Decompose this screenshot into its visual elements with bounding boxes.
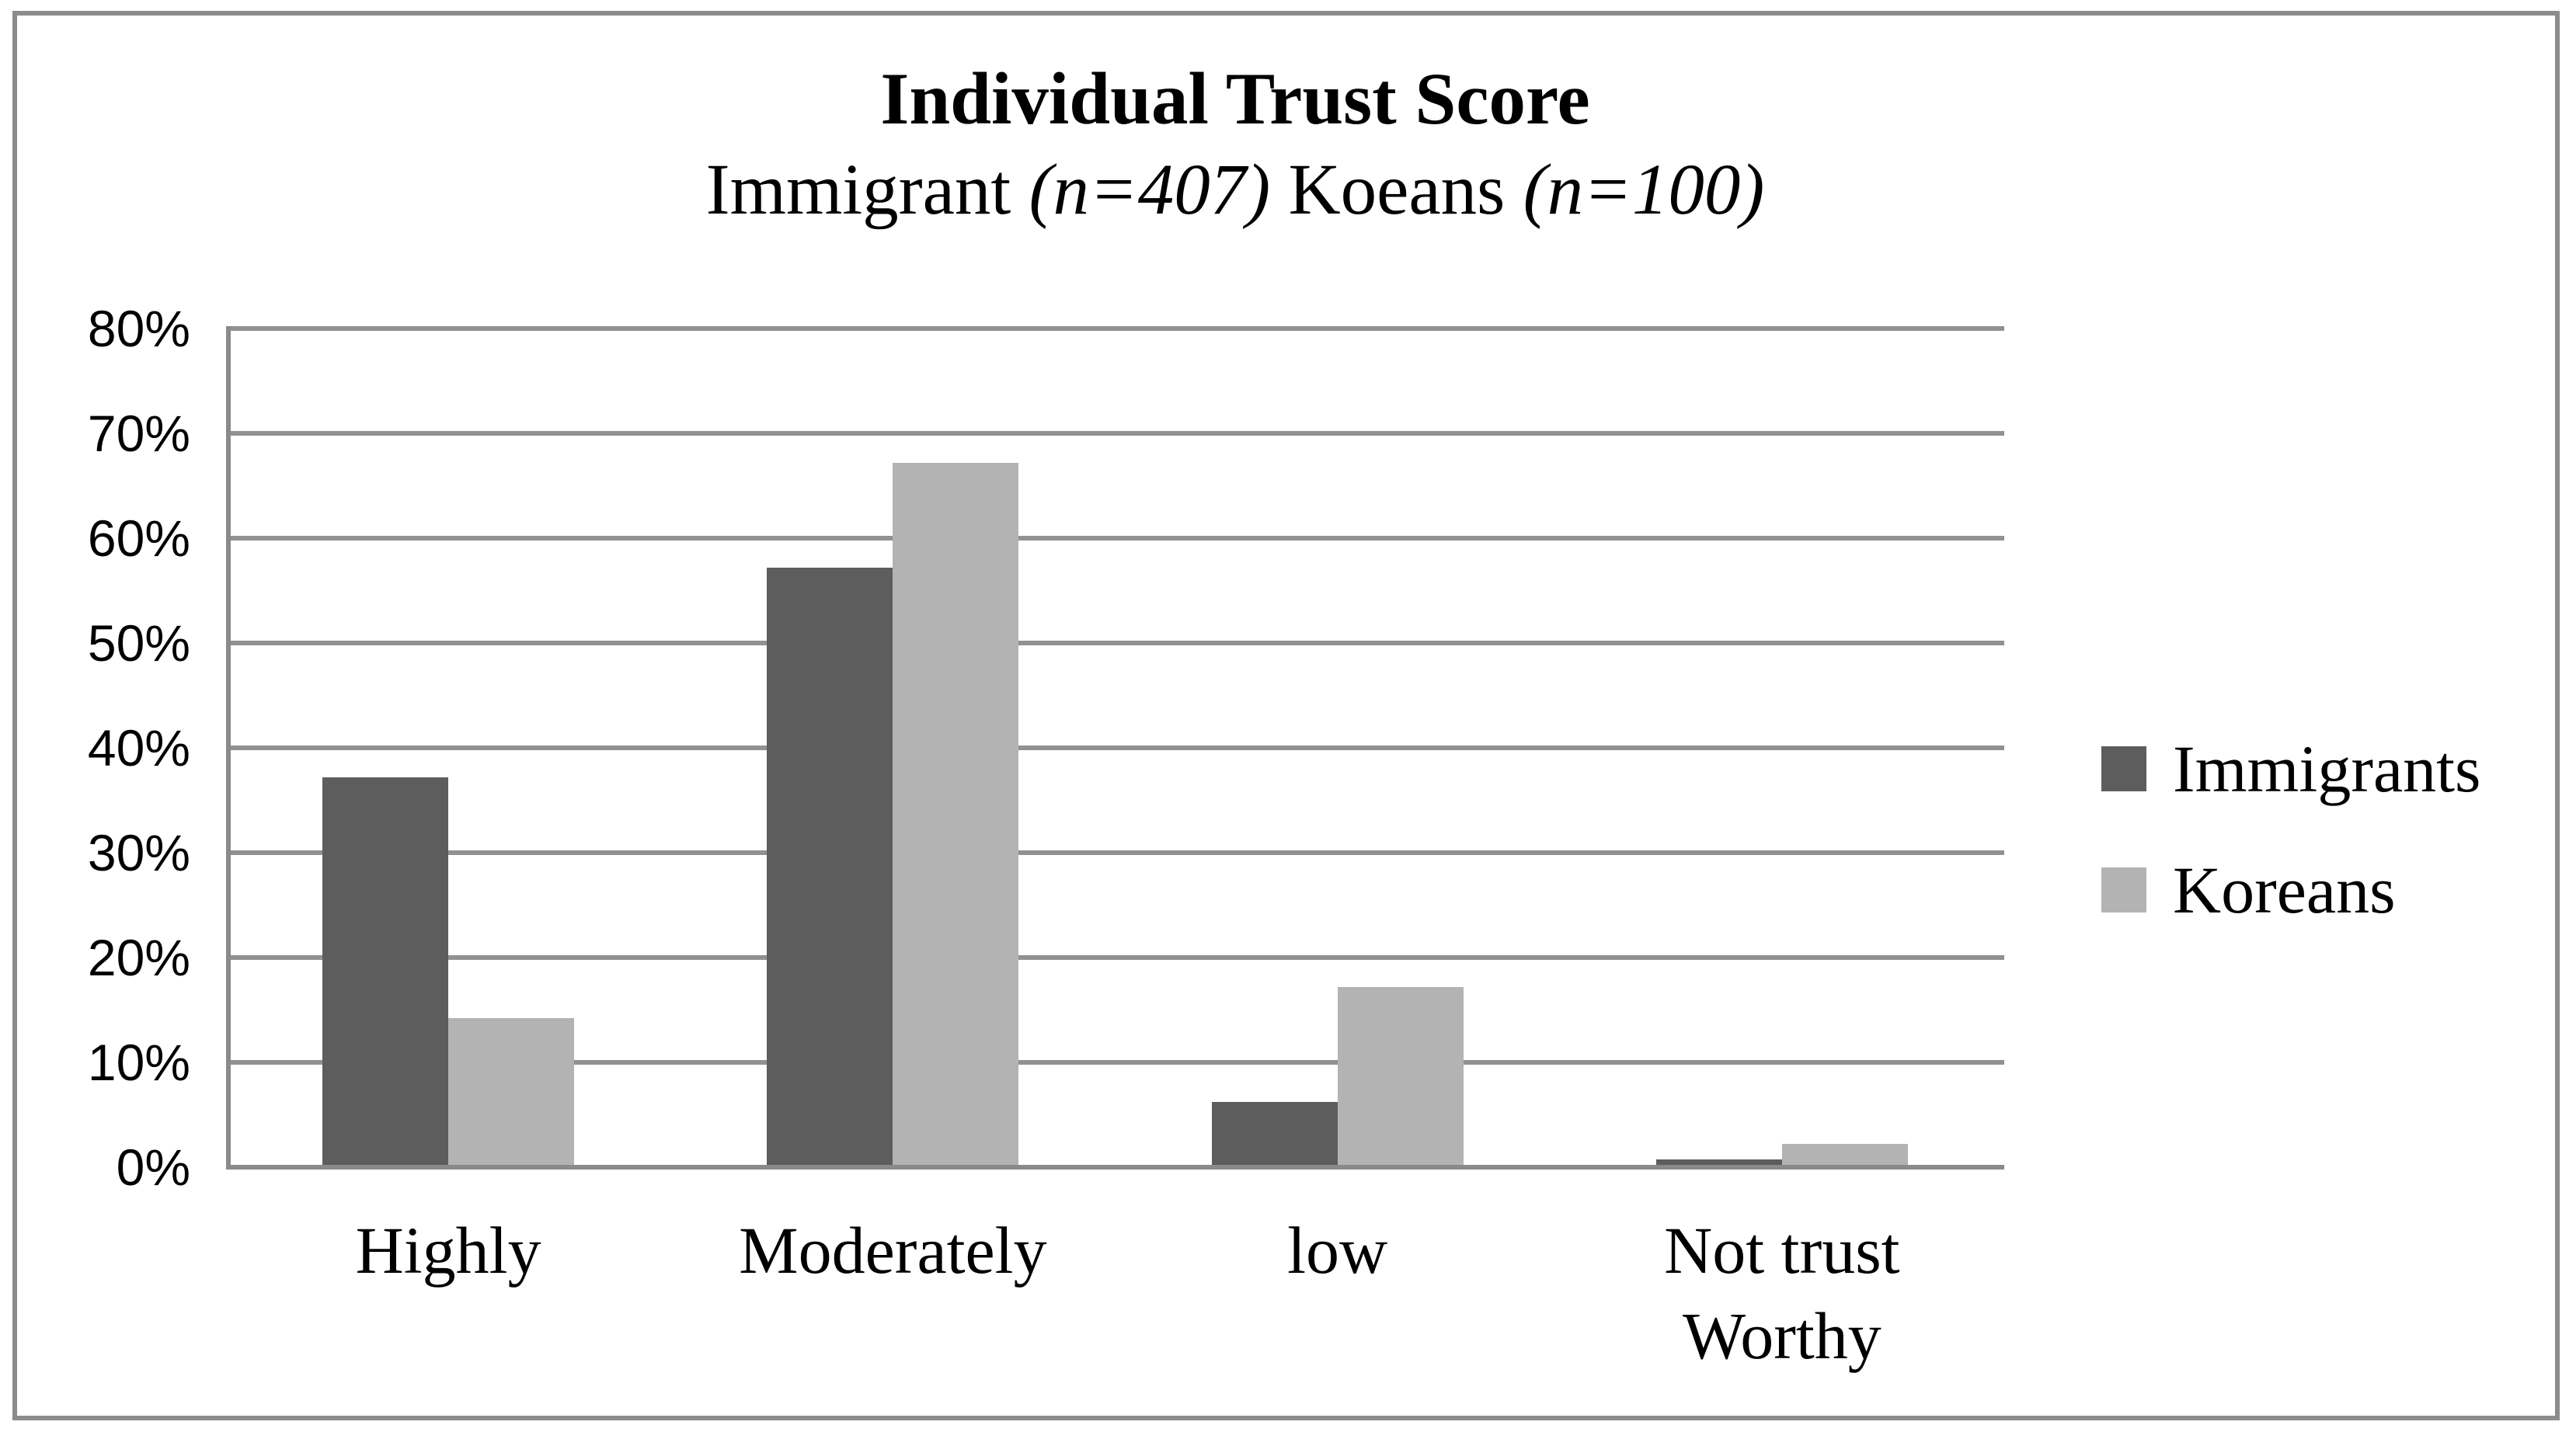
legend: Immigrants Koreans [2101, 730, 2481, 972]
legend-label: Immigrants [2173, 732, 2481, 806]
gridline [226, 536, 2004, 540]
y-tick-label: 70% [87, 405, 190, 462]
y-tick-label: 40% [87, 719, 190, 777]
x-axis-line [226, 1165, 2004, 1170]
bar-immigrants-moderately [767, 567, 893, 1165]
gridline [226, 746, 2004, 750]
chart-subtitle-part: Koeans [1270, 150, 1523, 230]
bar-immigrants-low [1211, 1102, 1338, 1165]
bar-immigrants-highly [322, 777, 449, 1165]
y-tick-label: 50% [87, 614, 190, 672]
gridline [226, 326, 2004, 331]
y-tick-label: 60% [87, 509, 190, 567]
y-tick-label: 0% [116, 1138, 190, 1196]
chart-subtitle: Immigrant (n=407) Koeans (n=100) [0, 144, 2470, 236]
bar-koreans-moderately [893, 462, 1019, 1165]
chart-title: Individual Trust Score [880, 57, 1590, 140]
chart-subtitle-part: Immigrant [705, 150, 1029, 230]
chart-subtitle-part: (n=407) [1029, 150, 1271, 230]
y-tick-label: 30% [87, 824, 190, 881]
category-label-moderately: Moderately [739, 1213, 1047, 1288]
gridline [226, 850, 2004, 855]
category-label-highly: Highly [355, 1213, 541, 1288]
legend-label: Koreans [2173, 853, 2396, 927]
bar-immigrants-not-trust-worthy [1655, 1159, 1782, 1165]
y-axis-line [226, 326, 231, 1170]
bar-koreans-not-trust-worthy [1781, 1144, 1908, 1165]
y-tick-label: 20% [87, 929, 190, 986]
gridline [226, 1060, 2004, 1065]
legend-swatch-immigrants [2101, 746, 2146, 791]
plot-area [226, 326, 2004, 1170]
legend-swatch-koreans [2101, 867, 2146, 912]
chart-subtitle-part: (n=100) [1523, 150, 1765, 230]
bar-koreans-highly [448, 1018, 575, 1165]
gridline [226, 641, 2004, 645]
title-block: Individual Trust Score Immigrant (n=407)… [0, 53, 2470, 236]
gridline [226, 955, 2004, 960]
bar-koreans-low [1337, 986, 1464, 1165]
legend-entry-immigrants: Immigrants [2101, 730, 2481, 808]
gridline [226, 431, 2004, 436]
legend-entry-koreans: Koreans [2101, 851, 2481, 929]
category-label-not-trust-worthy: Not trust Worthy [1664, 1213, 1900, 1373]
y-tick-label: 10% [87, 1034, 190, 1091]
y-tick-label: 80% [87, 300, 190, 357]
category-label-low: low [1287, 1213, 1388, 1288]
